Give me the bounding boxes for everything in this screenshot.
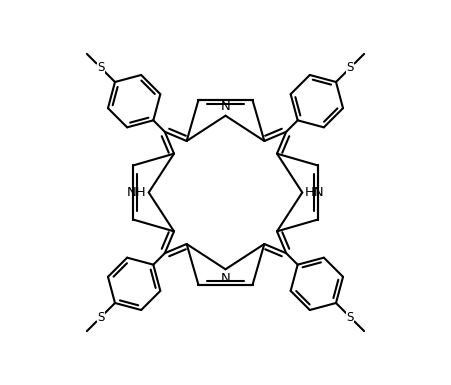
Text: S: S [97,62,105,74]
Text: HN: HN [305,186,325,199]
Text: N: N [221,100,230,113]
Text: NH: NH [126,186,146,199]
Text: S: S [97,311,105,323]
Text: S: S [346,62,354,74]
Text: N: N [221,272,230,285]
Text: S: S [346,311,354,323]
